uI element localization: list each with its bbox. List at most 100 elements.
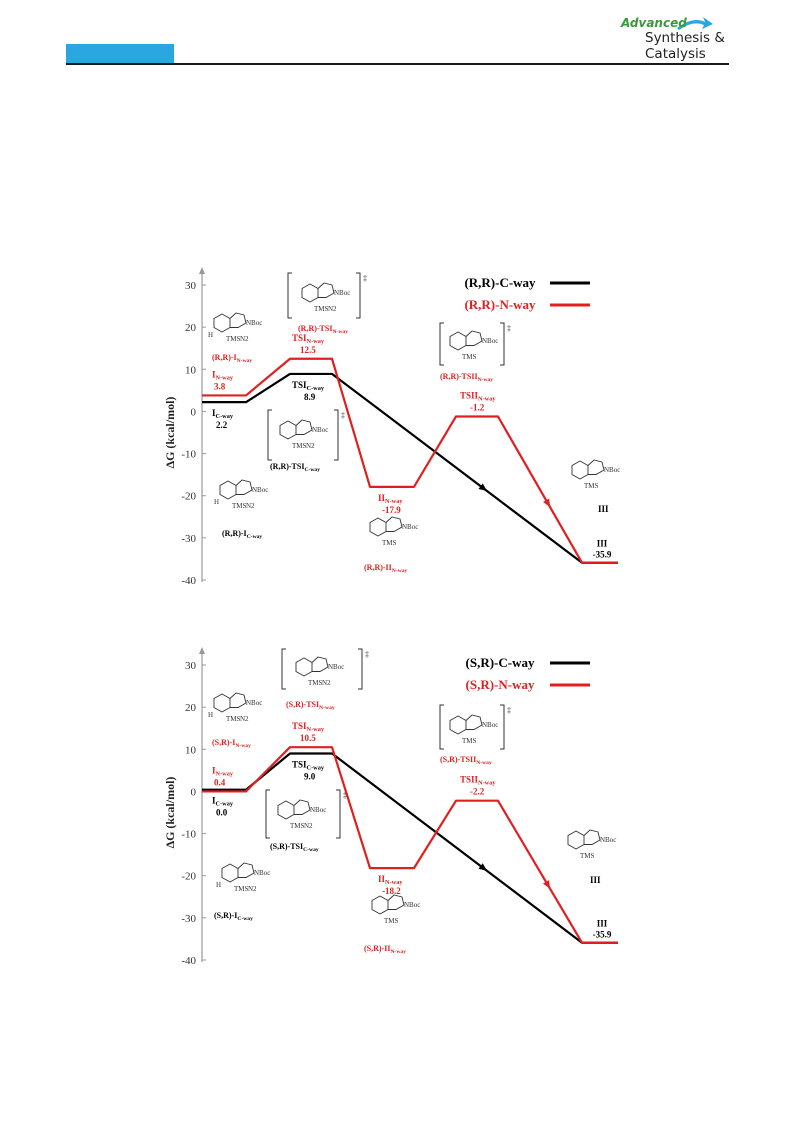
header-accent-block bbox=[66, 44, 174, 63]
benzene-ring bbox=[449, 331, 467, 351]
structure-rr-tsi-c: NBoc TMS N2 bbox=[279, 419, 328, 450]
structure-sr-i-c: NBoc TMS N2 H bbox=[216, 862, 270, 893]
energy-value: -2.2 bbox=[470, 787, 485, 797]
fragment-n2: N2 bbox=[306, 442, 315, 450]
structure-rr-tsii-n: NBoc TMS bbox=[449, 330, 498, 361]
energy-value: 10.5 bbox=[300, 733, 316, 743]
series-arrow bbox=[478, 863, 487, 871]
y-tick-label: 0 bbox=[191, 406, 197, 418]
heterocycle-ring bbox=[317, 282, 335, 298]
benzene-ring bbox=[213, 313, 231, 333]
ts-dagger: ‡ bbox=[343, 791, 347, 800]
series-arrow bbox=[542, 880, 551, 889]
energy-label-name: TSIC-way bbox=[292, 380, 325, 392]
energy-label-name: IN-way bbox=[212, 765, 234, 777]
energy-label-name: III bbox=[597, 919, 608, 929]
ts-bracket-right bbox=[500, 322, 505, 366]
fragment-nboc: NBoc bbox=[600, 836, 616, 844]
fragment-nboc: NBoc bbox=[310, 806, 326, 814]
energy-value: 0.4 bbox=[214, 777, 226, 787]
energy-value: -17.9 bbox=[382, 505, 401, 515]
energy-value: 0.0 bbox=[216, 808, 228, 818]
benzene-ring bbox=[279, 420, 297, 440]
benzene-ring bbox=[219, 480, 237, 500]
fragment-h: H bbox=[208, 331, 213, 339]
benzene-ring bbox=[295, 657, 313, 677]
benzene-ring bbox=[567, 830, 585, 850]
structure-label: (R,R)-IC-way bbox=[222, 529, 262, 540]
y-tick-label: 10 bbox=[185, 364, 197, 376]
ts-bracket-right bbox=[358, 648, 363, 690]
y-axis-label: ΔG (kcal/mol) bbox=[163, 777, 177, 849]
fragment-tms: TMS bbox=[234, 885, 249, 893]
energy-value: -1.2 bbox=[470, 402, 485, 412]
fragment-nboc: NBoc bbox=[252, 486, 268, 494]
heterocycle-ring bbox=[229, 312, 247, 328]
energy-label-name: TSIN-way bbox=[292, 721, 325, 733]
ts-bracket-right bbox=[500, 704, 505, 750]
structure-rr-iii: NBoc TMS bbox=[571, 459, 620, 490]
heterocycle-ring bbox=[385, 516, 403, 532]
heterocycle-ring bbox=[237, 862, 255, 878]
benzene-ring bbox=[213, 693, 231, 713]
y-tick-label: -40 bbox=[181, 575, 196, 587]
benzene-ring bbox=[571, 460, 589, 480]
energy-value: -35.9 bbox=[593, 550, 612, 560]
legend-label: (S,R)-N-way bbox=[466, 677, 535, 692]
series-line bbox=[202, 372, 618, 564]
structure-label: (R,R)-TSIN-way bbox=[298, 324, 348, 335]
ts-dagger: ‡ bbox=[365, 650, 369, 659]
fragment-tms: TMS bbox=[226, 335, 241, 343]
structure-label: (R,R)-TSIC-way bbox=[270, 462, 320, 473]
structure-label: (R,R)-IN-way bbox=[212, 353, 252, 364]
y-tick-label: -20 bbox=[181, 491, 196, 503]
energy-value: 3.8 bbox=[214, 381, 226, 391]
structure-sr-tsii-n: NBoc TMS bbox=[449, 714, 498, 745]
logo-synthesis: Synthesis & bbox=[645, 30, 725, 46]
structure-label: (S,R)-IN-way bbox=[212, 738, 251, 749]
ts-dagger: ‡ bbox=[363, 274, 367, 283]
logo-catalysis: Catalysis bbox=[645, 46, 706, 62]
energy-label-name: III bbox=[597, 539, 608, 549]
fragment-tms: TMS bbox=[584, 482, 599, 490]
heterocycle-ring bbox=[229, 692, 247, 708]
fragment-nboc: NBoc bbox=[254, 869, 270, 877]
energy-label-name: IN-way bbox=[212, 369, 234, 381]
benzene-ring bbox=[221, 863, 239, 883]
structure-label: (R,R)-TSIIN-way bbox=[440, 372, 493, 383]
structure-sr-iii: NBoc TMS bbox=[567, 829, 616, 860]
fragment-nboc: NBoc bbox=[328, 663, 344, 671]
structure-label: (S,R)-TSIC-way bbox=[270, 842, 319, 853]
fragment-tms: TMS bbox=[292, 442, 307, 450]
y-tick-label: 20 bbox=[185, 322, 197, 334]
fragment-n2: N2 bbox=[240, 715, 249, 723]
heterocycle-ring bbox=[465, 330, 483, 346]
heterocycle-ring bbox=[387, 894, 405, 910]
fragment-nboc: NBoc bbox=[404, 901, 420, 909]
header-rule bbox=[66, 63, 729, 65]
structure-rr-tsi-n: NBoc TMS N2 bbox=[301, 282, 350, 313]
ts-bracket-right bbox=[336, 789, 341, 839]
energy-label-name: TSIIN-way bbox=[460, 390, 496, 402]
fragment-n2: N2 bbox=[246, 502, 255, 510]
ts-dagger: ‡ bbox=[341, 411, 345, 420]
ts-bracket-left bbox=[267, 409, 272, 461]
energy-label-name: TSIC-way bbox=[292, 760, 325, 772]
fragment-h: H bbox=[208, 711, 213, 719]
fragment-nboc: NBoc bbox=[334, 289, 350, 297]
fragment-n2: N2 bbox=[248, 885, 257, 893]
y-axis-arrow bbox=[199, 267, 205, 274]
benzene-ring bbox=[301, 283, 319, 303]
ts-bracket-left bbox=[439, 322, 444, 366]
structure-label: (R,R)-IIN-way bbox=[364, 563, 408, 574]
series-line bbox=[202, 746, 618, 944]
structure-sr-tsi-n: NBoc TMS N2 bbox=[295, 656, 344, 687]
fragment-h: H bbox=[216, 881, 221, 889]
y-tick-label: 30 bbox=[185, 660, 197, 672]
logo-arrow-icon bbox=[677, 17, 713, 30]
heterocycle-ring bbox=[293, 799, 311, 815]
benzene-ring bbox=[449, 715, 467, 735]
fragment-nboc: NBoc bbox=[312, 426, 328, 434]
legend-label: (R,R)-N-way bbox=[464, 297, 536, 312]
fragment-tms: TMS bbox=[232, 502, 247, 510]
